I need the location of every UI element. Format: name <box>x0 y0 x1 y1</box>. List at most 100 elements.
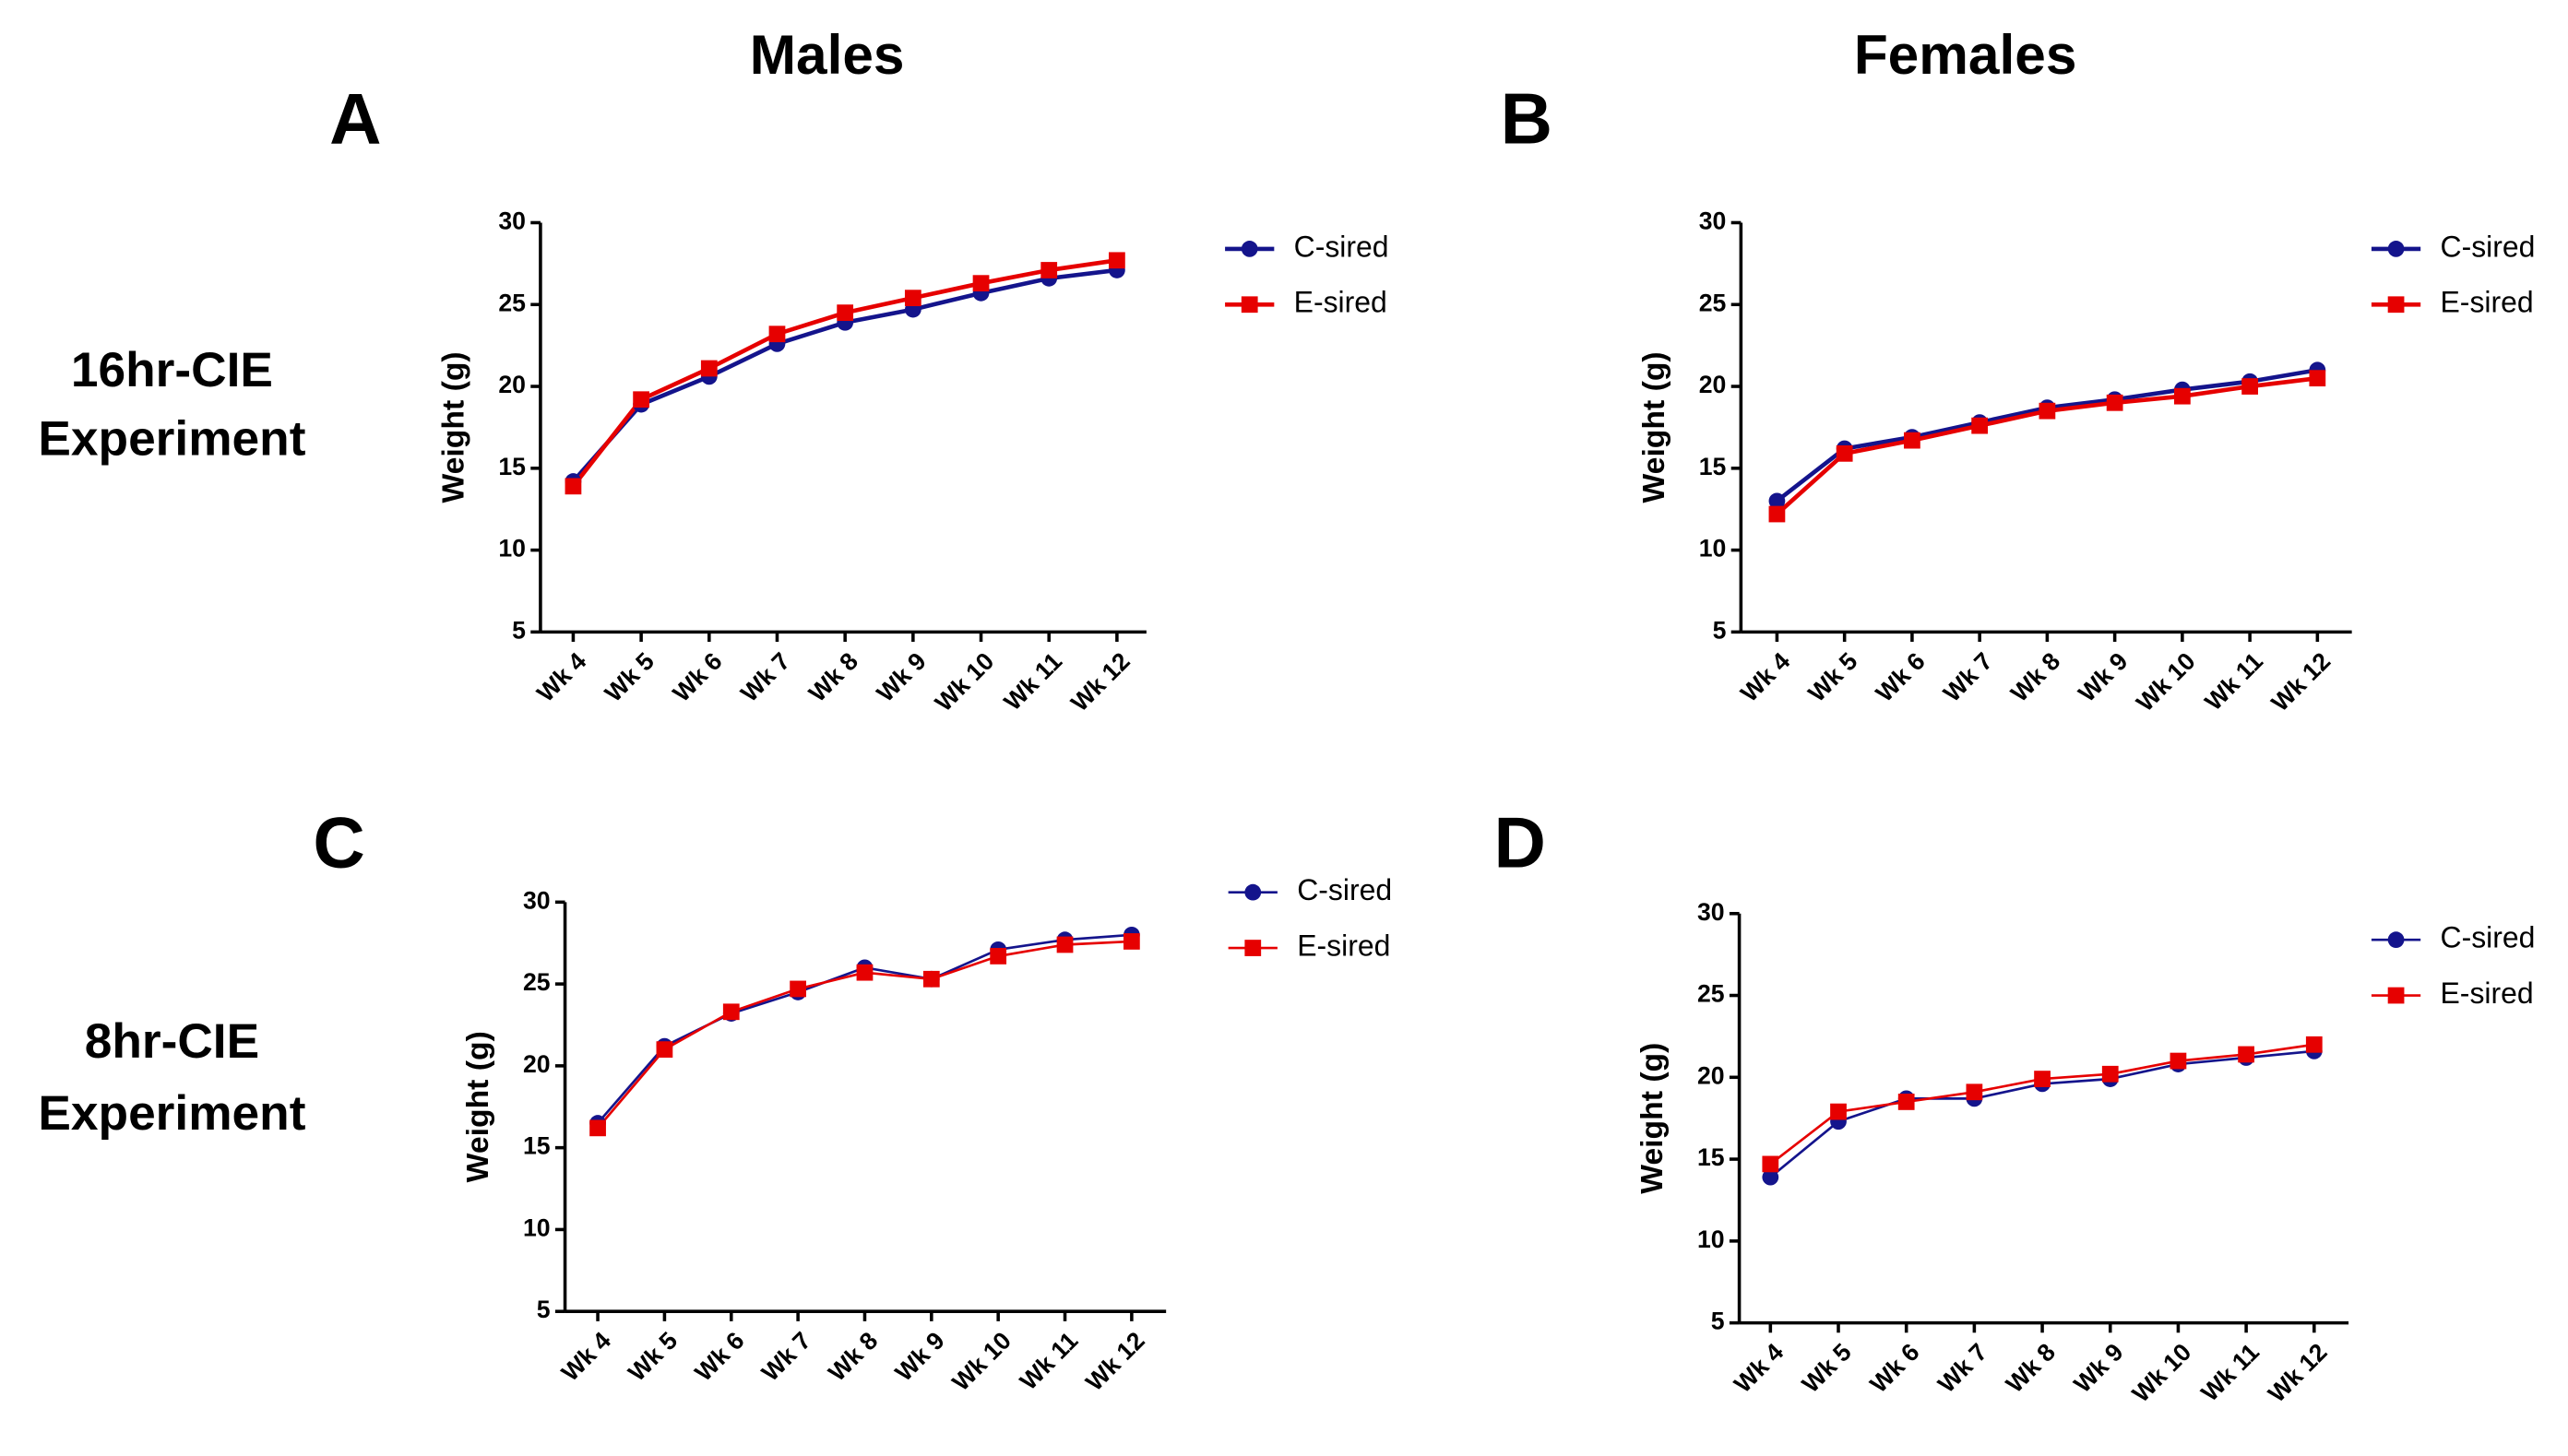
legend-marker <box>2387 241 2405 257</box>
point <box>1762 1155 1779 1173</box>
point <box>1830 1103 1847 1120</box>
x-tick-label: Wk 6 <box>1864 1338 1924 1398</box>
point <box>922 970 940 988</box>
legend-marker <box>1244 883 1262 901</box>
y-tick-label: 10 <box>498 535 526 562</box>
x-tick-label: Wk 4 <box>556 1326 616 1386</box>
x-tick-label: Wk 4 <box>1735 647 1795 707</box>
row-title: 16hr-CIE <box>71 343 273 397</box>
series-line <box>571 267 1118 483</box>
x-tick-label: Wk 4 <box>1729 1338 1789 1398</box>
x-tick-label: Wk 8 <box>823 1327 883 1387</box>
x-tick-label: Wk 12 <box>1080 1327 1150 1397</box>
row-title: 8hr-CIE <box>85 1014 259 1069</box>
series-line <box>1769 1049 2314 1178</box>
point <box>1056 936 1074 953</box>
column-title: Females <box>1854 23 2077 86</box>
legend-marker <box>2387 296 2405 314</box>
y-tick-label: 20 <box>1699 371 1727 398</box>
x-tick-label: Wk 4 <box>531 647 591 707</box>
point <box>2106 394 2123 411</box>
x-tick-label: Wk 10 <box>946 1327 1016 1397</box>
column-title: Males <box>750 23 905 86</box>
point <box>856 964 874 981</box>
x-tick-label: Wk 8 <box>803 647 863 707</box>
legend-marker <box>1244 940 1262 956</box>
point <box>790 980 806 998</box>
point <box>633 391 649 408</box>
x-tick-label: Wk 10 <box>930 647 1000 717</box>
point <box>2309 370 2326 387</box>
y-axis-label: Weight (g) <box>435 351 470 503</box>
point <box>565 478 582 495</box>
panel-label: A <box>329 78 381 160</box>
x-tick-label: Wk 11 <box>2195 1338 2265 1407</box>
x-tick-label: Wk 9 <box>890 1327 950 1387</box>
x-tick-label: Wk 5 <box>600 647 660 707</box>
point <box>2241 378 2258 395</box>
point <box>1966 1083 1983 1101</box>
point <box>2238 1046 2254 1063</box>
point <box>1768 492 1786 510</box>
x-tick-label: Wk 9 <box>872 647 932 707</box>
panel-label: C <box>313 801 364 882</box>
x-tick-label: Wk 9 <box>2073 647 2133 707</box>
x-tick-label: Wk 11 <box>2199 647 2268 716</box>
x-tick-label: Wk 6 <box>667 647 727 707</box>
point <box>972 275 990 292</box>
legend-label: C-sired <box>1294 230 1389 263</box>
x-tick-label: Wk 7 <box>756 1327 816 1387</box>
x-tick-label: Wk 8 <box>2001 1338 2061 1398</box>
x-tick-label: Wk 5 <box>623 1326 683 1386</box>
legend-label: C-sired <box>2441 230 2536 263</box>
y-tick-label: 5 <box>1713 616 1727 644</box>
point <box>1040 262 1058 278</box>
x-tick-label: Wk 5 <box>1797 1338 1857 1398</box>
y-tick-label: 5 <box>512 616 526 644</box>
x-tick-label: Wk 7 <box>1932 1338 1992 1398</box>
y-tick-label: 10 <box>523 1213 551 1241</box>
panel-label: B <box>1501 78 1552 160</box>
point <box>1124 933 1140 950</box>
y-tick-label: 15 <box>523 1132 551 1160</box>
y-axis-label: Weight (g) <box>460 1031 495 1182</box>
x-tick-label: Wk 8 <box>2005 647 2065 707</box>
legend-label: C-sired <box>1297 873 1392 906</box>
y-tick-label: 5 <box>1711 1308 1725 1335</box>
point <box>2039 402 2056 420</box>
legend-label: E-sired <box>2441 286 2534 319</box>
legend-label: E-sired <box>1297 929 1390 962</box>
y-tick-label: 15 <box>498 453 526 480</box>
y-tick-label: 5 <box>537 1296 551 1323</box>
legend-label: E-sired <box>2441 977 2534 1010</box>
x-tick-label: Wk 6 <box>1871 647 1931 707</box>
legend-marker <box>1241 296 1258 314</box>
point <box>589 1119 606 1137</box>
y-tick-label: 30 <box>498 207 526 235</box>
y-tick-label: 25 <box>523 968 551 996</box>
series-line <box>571 258 1118 488</box>
y-tick-label: 25 <box>1699 289 1727 316</box>
x-tick-label: Wk 10 <box>2127 1338 2197 1408</box>
point <box>1762 1168 1779 1186</box>
x-tick-label: Wk 12 <box>1065 647 1135 717</box>
point <box>1768 505 1786 523</box>
point <box>700 360 718 377</box>
x-tick-label: Wk 5 <box>1802 647 1862 707</box>
legend-label: C-sired <box>2441 921 2536 954</box>
legend-marker <box>2387 987 2405 1004</box>
y-tick-label: 10 <box>1697 1225 1725 1253</box>
y-tick-label: 20 <box>498 371 526 398</box>
series-line <box>1769 1043 2314 1166</box>
point <box>2034 1071 2051 1087</box>
x-tick-label: Wk 10 <box>2131 647 2201 717</box>
legend-marker <box>2387 931 2405 949</box>
y-tick-label: 15 <box>1697 1143 1725 1171</box>
x-tick-label: Wk 11 <box>1015 1326 1084 1395</box>
point <box>1971 417 1989 434</box>
point <box>990 948 1007 965</box>
y-tick-label: 15 <box>1699 453 1727 480</box>
row-title: Experiment <box>38 1086 305 1141</box>
x-tick-label: Wk 6 <box>689 1327 749 1387</box>
